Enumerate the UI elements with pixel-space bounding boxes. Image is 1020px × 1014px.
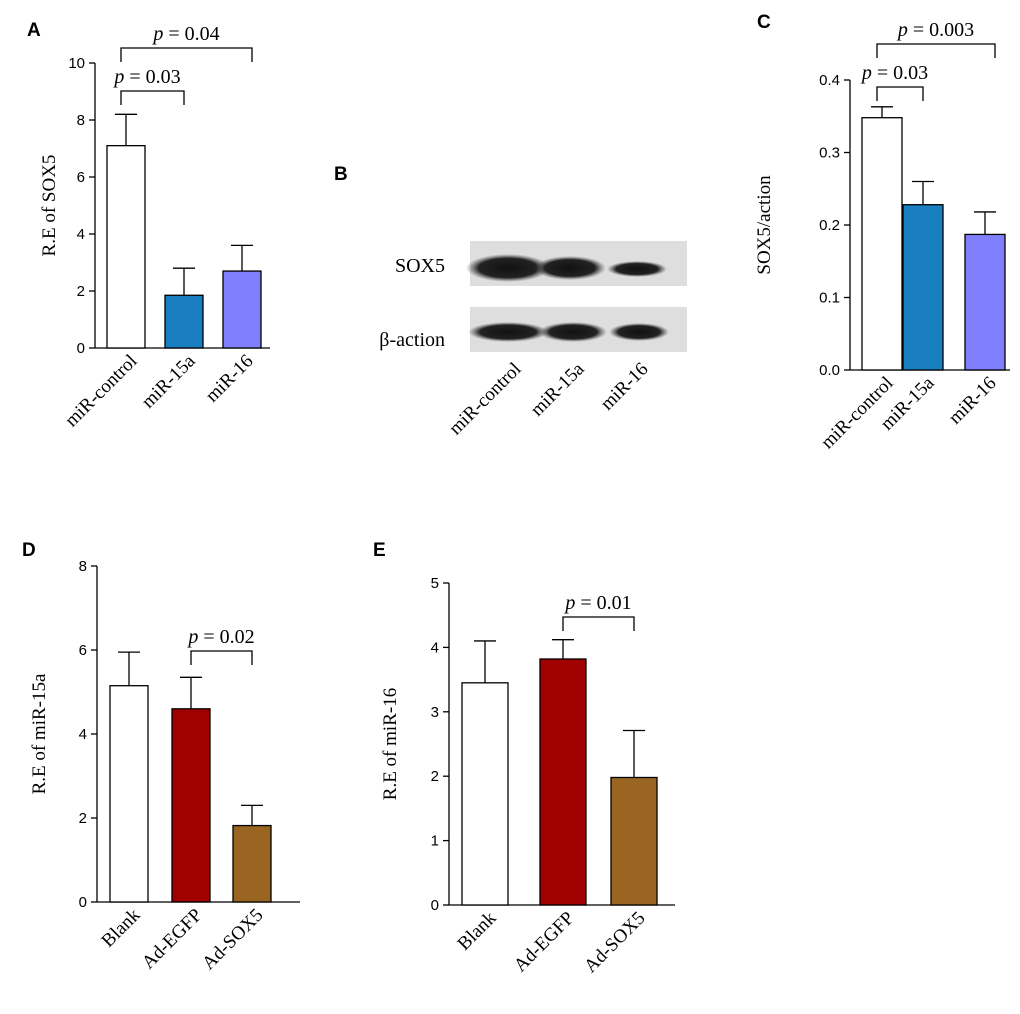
- bar: [222, 270, 262, 349]
- p-value-label: p = 0.03: [112, 66, 180, 88]
- panel-label: E: [373, 540, 386, 561]
- y-tick-label: 1: [431, 833, 439, 850]
- y-tick-label: 4: [77, 226, 85, 243]
- panel-label: D: [22, 540, 36, 561]
- bar: [106, 144, 146, 349]
- bar: [539, 658, 587, 906]
- y-tick-label: 0.3: [819, 145, 840, 162]
- y-tick-label: 2: [79, 810, 87, 827]
- significance-bracket: [190, 650, 253, 665]
- chart-panel-c: C0.00.10.20.30.4SOX5/actionmiR-controlmi…: [754, 12, 1010, 453]
- x-tick-label: Ad-EGFP: [510, 908, 579, 977]
- y-tick-label: 10: [68, 55, 85, 72]
- bar: [902, 204, 944, 371]
- p-value-label: p = 0.02: [186, 626, 254, 648]
- y-axis-title: R.E of SOX5: [39, 155, 60, 257]
- y-tick-label: 8: [77, 112, 85, 129]
- y-axis-title: R.E of miR-16: [380, 688, 401, 800]
- bar: [861, 117, 903, 371]
- x-tick-label: Blank: [98, 904, 145, 951]
- blot-band: [466, 254, 550, 282]
- y-tick-label: 6: [79, 642, 87, 659]
- x-tick-label: miR-control: [61, 351, 142, 432]
- x-tick-label: miR-16: [202, 351, 258, 407]
- blot-band: [539, 322, 607, 342]
- panel-label: B: [334, 164, 348, 185]
- y-tick-label: 0.1: [819, 290, 840, 307]
- blot-band: [468, 322, 548, 342]
- y-tick-label: 5: [431, 575, 439, 592]
- y-tick-label: 6: [77, 169, 85, 186]
- y-tick-label: 8: [79, 558, 87, 575]
- x-tick-label: Ad-EGFP: [138, 905, 207, 974]
- y-tick-label: 0: [79, 894, 87, 911]
- x-tick-label: Blank: [454, 907, 501, 954]
- p-value-label: p = 0.01: [563, 592, 631, 614]
- bar: [610, 776, 658, 906]
- bar: [964, 233, 1006, 371]
- y-tick-label: 3: [431, 704, 439, 721]
- p-value-label: p = 0.04: [151, 23, 219, 45]
- y-axis-title: SOX5/action: [754, 175, 775, 275]
- blot-band: [609, 323, 669, 341]
- significance-bracket: [120, 90, 185, 105]
- y-tick-label: 2: [431, 768, 439, 785]
- significance-bracket: [876, 86, 924, 101]
- x-tick-label: miR-15a: [138, 350, 200, 412]
- p-value-label: p = 0.003: [896, 19, 974, 41]
- panel-label: A: [27, 20, 41, 41]
- blot-lane-label: miR-control: [445, 359, 526, 440]
- blot-lane-label: miR-16: [597, 359, 653, 415]
- bar: [171, 708, 211, 903]
- panel-label: C: [757, 12, 771, 33]
- bar: [109, 685, 149, 903]
- x-tick-label: Ad-SOX5: [580, 908, 649, 977]
- y-tick-label: 4: [431, 639, 439, 656]
- significance-bracket: [876, 43, 996, 58]
- bar: [164, 294, 204, 349]
- y-tick-label: 2: [77, 283, 85, 300]
- x-tick-label: miR-16: [945, 373, 1001, 429]
- x-tick-label: Ad-SOX5: [198, 905, 267, 974]
- y-tick-label: 0: [431, 897, 439, 914]
- bar: [461, 682, 509, 906]
- blot-band: [534, 256, 606, 280]
- significance-bracket: [120, 47, 253, 62]
- blot-band: [607, 261, 667, 277]
- chart-panel-e: E 0 1 2 3 4 5 R.E of miR-16 Blank Ad-EGFP Ad-SOX5 p…: [373, 540, 675, 977]
- y-tick-label: 0.0: [819, 362, 840, 379]
- bar: [232, 824, 272, 903]
- y-tick-label: 0: [77, 340, 85, 357]
- y-tick-label: 0.4: [819, 72, 840, 89]
- y-axis-title: R.E of miR-15a: [29, 673, 50, 794]
- significance-bracket: [562, 616, 635, 631]
- blot-row-label: SOX5: [395, 255, 445, 277]
- p-value-label: p = 0.03: [860, 62, 928, 84]
- blot-row-label: β-action: [379, 329, 445, 351]
- blot-lane-label: miR-15a: [527, 358, 589, 420]
- y-tick-label: 4: [79, 726, 87, 743]
- y-tick-label: 0.2: [819, 217, 840, 234]
